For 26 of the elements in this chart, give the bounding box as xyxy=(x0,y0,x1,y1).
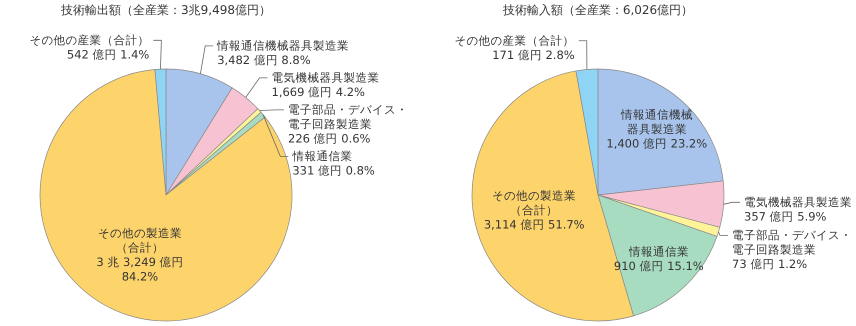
data-label: 3 兆 3,249 億円 84.2% xyxy=(96,255,184,284)
slice-label: 情報通信業 xyxy=(291,149,352,164)
data-label: 542 億円 1.4% xyxy=(66,48,150,62)
slice-label: 電子部品・デバイス・電子回路製造業 xyxy=(288,102,408,132)
data-label: 171 億円 2.8% xyxy=(492,48,575,62)
slice-label: 電気機械器具製造業 xyxy=(744,195,852,210)
slice-label: 情報通信業 xyxy=(628,244,689,258)
data-label: 1,400 億円 23.2% xyxy=(606,136,708,151)
slice-label: その他の産業（合計） xyxy=(29,33,150,48)
data-label: 1,669 億円 4.2% xyxy=(272,85,366,100)
slice-label: 情報通信機械器具製造業 xyxy=(216,38,350,53)
slice-label: その他の製造業（合計） xyxy=(98,226,182,255)
chart-title: 技術輸入額（全産業：6,026億円） xyxy=(502,3,694,17)
data-label: 3,114 億円 51.7% xyxy=(484,217,585,232)
data-label: 226 億円 0.6% xyxy=(288,132,371,146)
data-label: 357 億円 5.9% xyxy=(744,210,827,224)
chart-title: 技術輸出額（全産業：3兆9,498億円） xyxy=(60,3,271,17)
data-label: 331 億円 0.8% xyxy=(292,164,375,178)
data-label: 910 億円 15.1% xyxy=(614,258,704,273)
data-label: 73 億円 1.2% xyxy=(732,257,808,272)
slice-label: その他の製造業（合計） xyxy=(492,188,576,217)
slice-label: 情報通信機械器具製造業 xyxy=(620,108,693,136)
slice-label: その他の産業（合計） xyxy=(454,34,575,48)
slice-label: 電子部品・デバイス・電子回路製造業 xyxy=(732,228,852,257)
data-label: 3,482 億円 8.8% xyxy=(217,53,311,68)
slice-label: 電気機械器具製造業 xyxy=(272,70,380,85)
